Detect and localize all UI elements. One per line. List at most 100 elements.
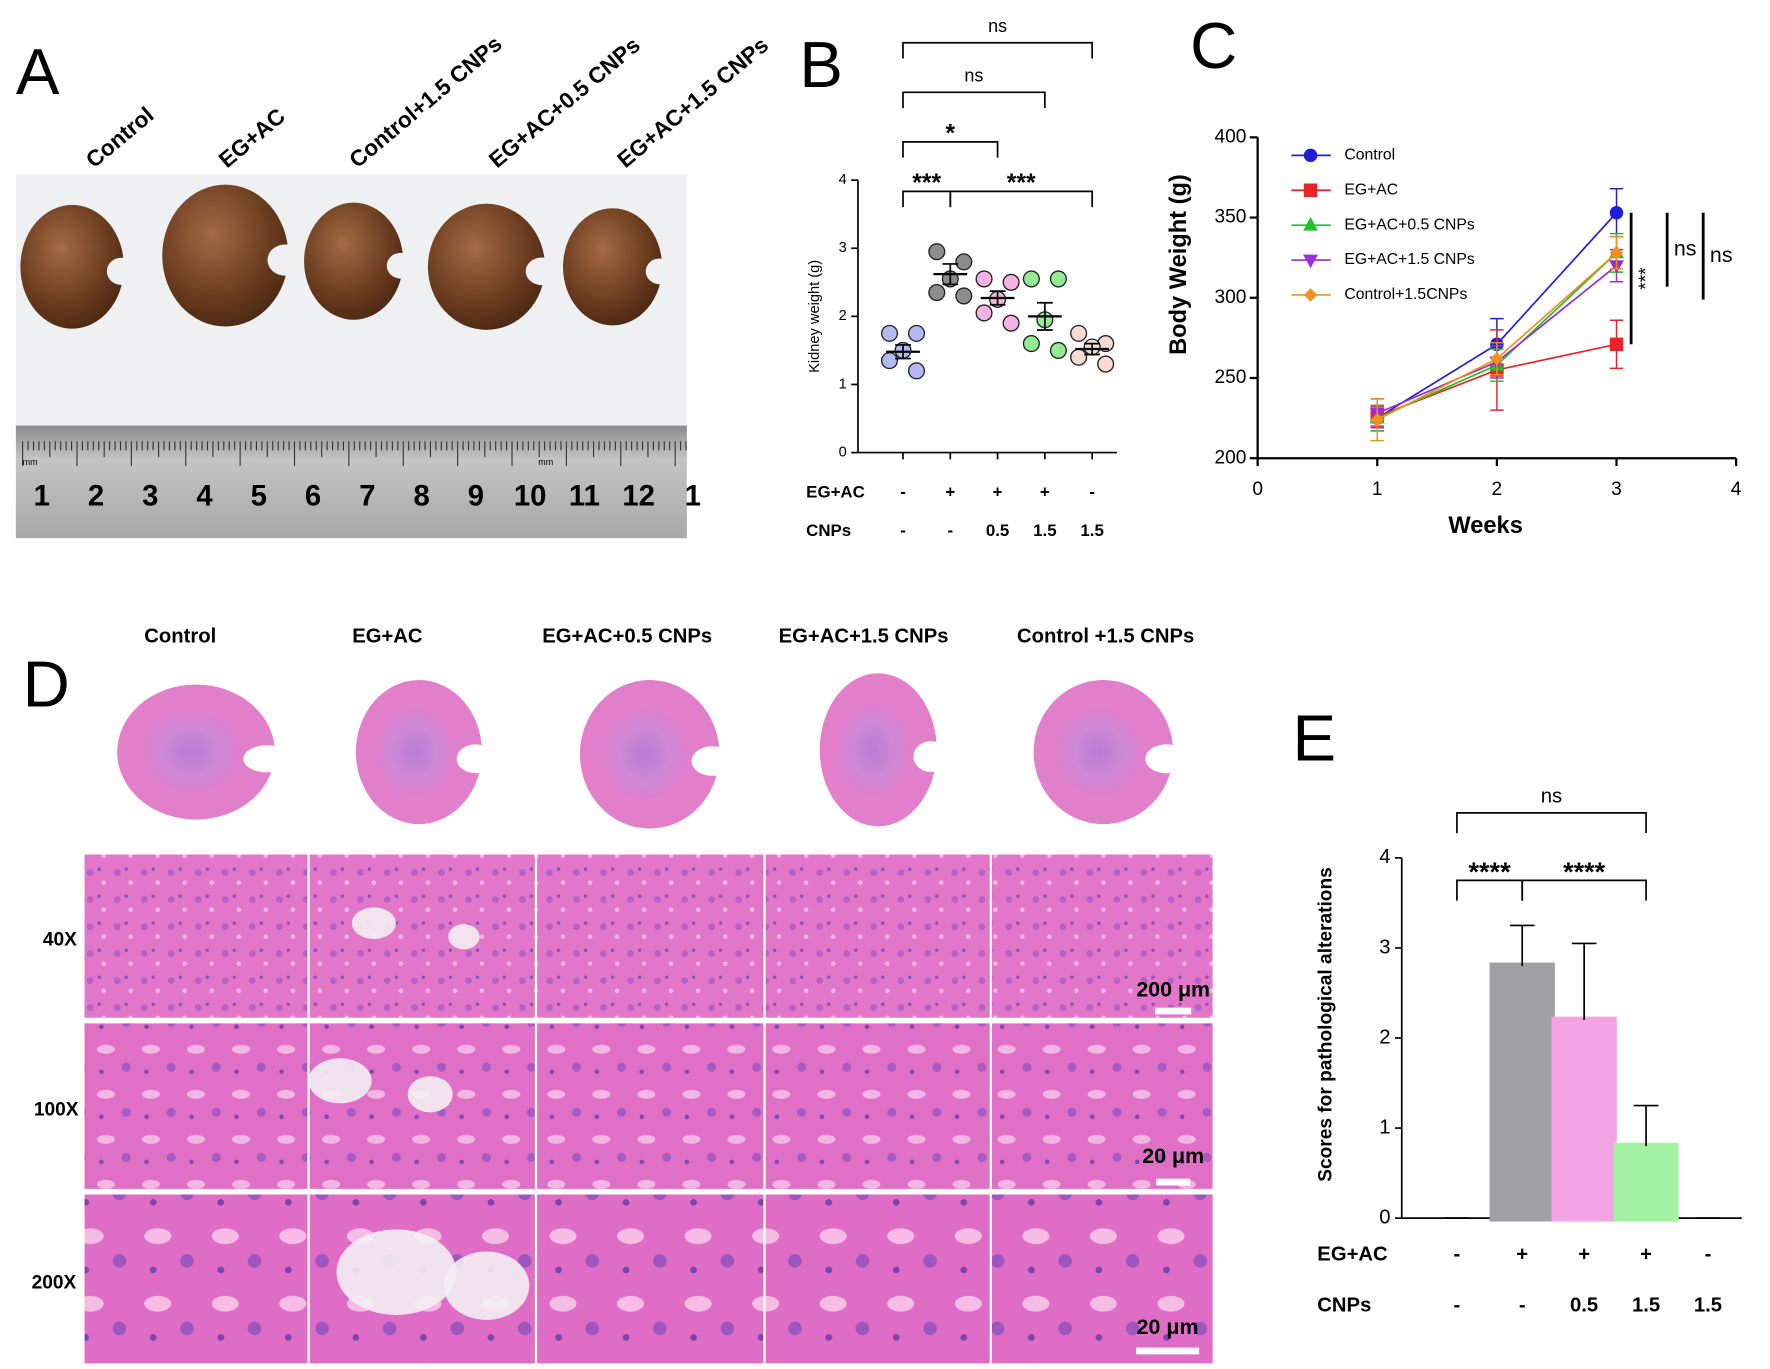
ruler-number: 10: [514, 480, 547, 512]
x-axis-title: Weeks: [1448, 513, 1522, 539]
data-point: [1609, 205, 1624, 220]
data-point: [1002, 273, 1020, 291]
kidney-photo: [427, 203, 546, 330]
significance-label: ***: [912, 170, 941, 197]
error-bar: [1084, 342, 1101, 356]
kidney-photo: [162, 184, 289, 327]
kidney-medulla: [144, 711, 239, 793]
significance-label: ****: [1469, 857, 1512, 887]
row-value: 1.5: [1033, 521, 1056, 540]
micrograph: [84, 1023, 308, 1189]
kidney-medulla: [376, 708, 453, 796]
y-axis-title: Scores for pathological alterations: [1315, 867, 1336, 1182]
legend-marker: [1303, 183, 1318, 198]
data-point: [907, 362, 926, 380]
panel-label: A: [16, 35, 60, 108]
legend-label: EG+AC: [1344, 181, 1398, 198]
significance-label: ***: [1007, 170, 1036, 197]
significance-label: ns: [1541, 785, 1562, 807]
legend-label: Control+1.5CNPs: [1344, 286, 1467, 303]
kidney-hilum: [106, 257, 136, 285]
data-point: [1609, 246, 1624, 260]
x-tick-label: 1: [1372, 479, 1383, 500]
y-tick-label: 250: [1214, 367, 1246, 388]
ruler-number: 7: [359, 480, 375, 512]
column-header: EG+AC+1.5 CNPs: [779, 626, 949, 648]
data-point: [1049, 341, 1067, 359]
micrograph: [537, 1023, 764, 1189]
bar: [1489, 962, 1555, 1222]
row-value: +: [1640, 1244, 1652, 1266]
data-point: [928, 283, 946, 302]
significance-bracket: [902, 41, 1093, 59]
data-point: [928, 243, 946, 261]
kidney-photo: [304, 202, 404, 320]
row-value: 1.5: [1694, 1294, 1722, 1316]
y-axis-title: Kidney weight (g): [807, 260, 823, 373]
bar: [1613, 1142, 1679, 1222]
y-tick-label: 2: [1379, 1026, 1390, 1048]
data-point: [975, 270, 993, 288]
y-axis-title: Body Weight (g): [1166, 174, 1192, 355]
row-value: 0.5: [1570, 1294, 1598, 1316]
legend-marker: [1303, 217, 1318, 231]
significance-bracket: [902, 141, 999, 158]
x-tick-label: 4: [1731, 479, 1742, 500]
row-value: 1.5: [1080, 521, 1103, 540]
column-header: Control: [144, 626, 216, 648]
row-value: -: [1519, 1294, 1526, 1316]
significance-label: ***: [1636, 267, 1657, 290]
data-point: [1070, 348, 1088, 366]
scale-bar-label: 20 μm: [1142, 1144, 1204, 1168]
ruler-number: 6: [305, 480, 321, 512]
y-tick-label: 200: [1214, 447, 1246, 468]
kidney-hilum: [267, 244, 303, 276]
data-point: [1097, 355, 1115, 373]
data-point: [1490, 351, 1504, 366]
y-tick-label: 0: [1379, 1206, 1390, 1228]
ruler-unit: mm: [23, 457, 38, 467]
y-tick-label: 2: [839, 308, 847, 324]
significance-label: ns: [964, 65, 983, 85]
kidney-hilum: [525, 257, 559, 286]
significance-label: ns: [1674, 236, 1697, 260]
ruler-unit: mm: [538, 457, 553, 467]
ruler-number: 2: [88, 480, 104, 512]
micrograph: [765, 1023, 990, 1189]
ruler-number: 3: [142, 480, 158, 512]
row-value: -: [1089, 483, 1095, 502]
error-bar: [942, 263, 959, 286]
micrograph: [537, 854, 764, 1018]
panel-label: E: [1293, 701, 1337, 774]
row-label: CNPs: [806, 521, 851, 540]
error-bar: [1633, 1104, 1659, 1147]
kidney-photo: [563, 208, 663, 326]
significance-label: ns: [1710, 243, 1733, 267]
significance-label: ****: [1563, 857, 1606, 887]
row-value: 1.5: [1632, 1294, 1660, 1316]
y-tick-label: 0: [839, 444, 847, 460]
legend-label: Control: [1344, 147, 1395, 164]
row-value: -: [900, 521, 906, 540]
lesion: [308, 1058, 372, 1104]
kidney-hilum: [691, 746, 734, 776]
row-value: -: [1454, 1294, 1461, 1316]
ruler-number: 1: [34, 480, 50, 512]
row-label: EG+AC: [806, 483, 865, 502]
magnification-label: 200X: [32, 1272, 77, 1293]
panel-label: D: [23, 647, 70, 720]
row-value: -: [900, 483, 906, 502]
lesion: [407, 1076, 453, 1113]
legend-marker: [1303, 148, 1318, 163]
data-point: [1022, 270, 1040, 288]
kidney-hilum: [456, 744, 495, 774]
micrograph: [537, 1194, 764, 1364]
kidney-photo: [20, 204, 124, 329]
data-point: [880, 324, 899, 342]
panel-label: C: [1190, 9, 1237, 82]
legend-label: EG+AC+1.5 CNPs: [1344, 251, 1475, 268]
micrograph: [765, 854, 990, 1018]
lesion: [448, 924, 480, 950]
